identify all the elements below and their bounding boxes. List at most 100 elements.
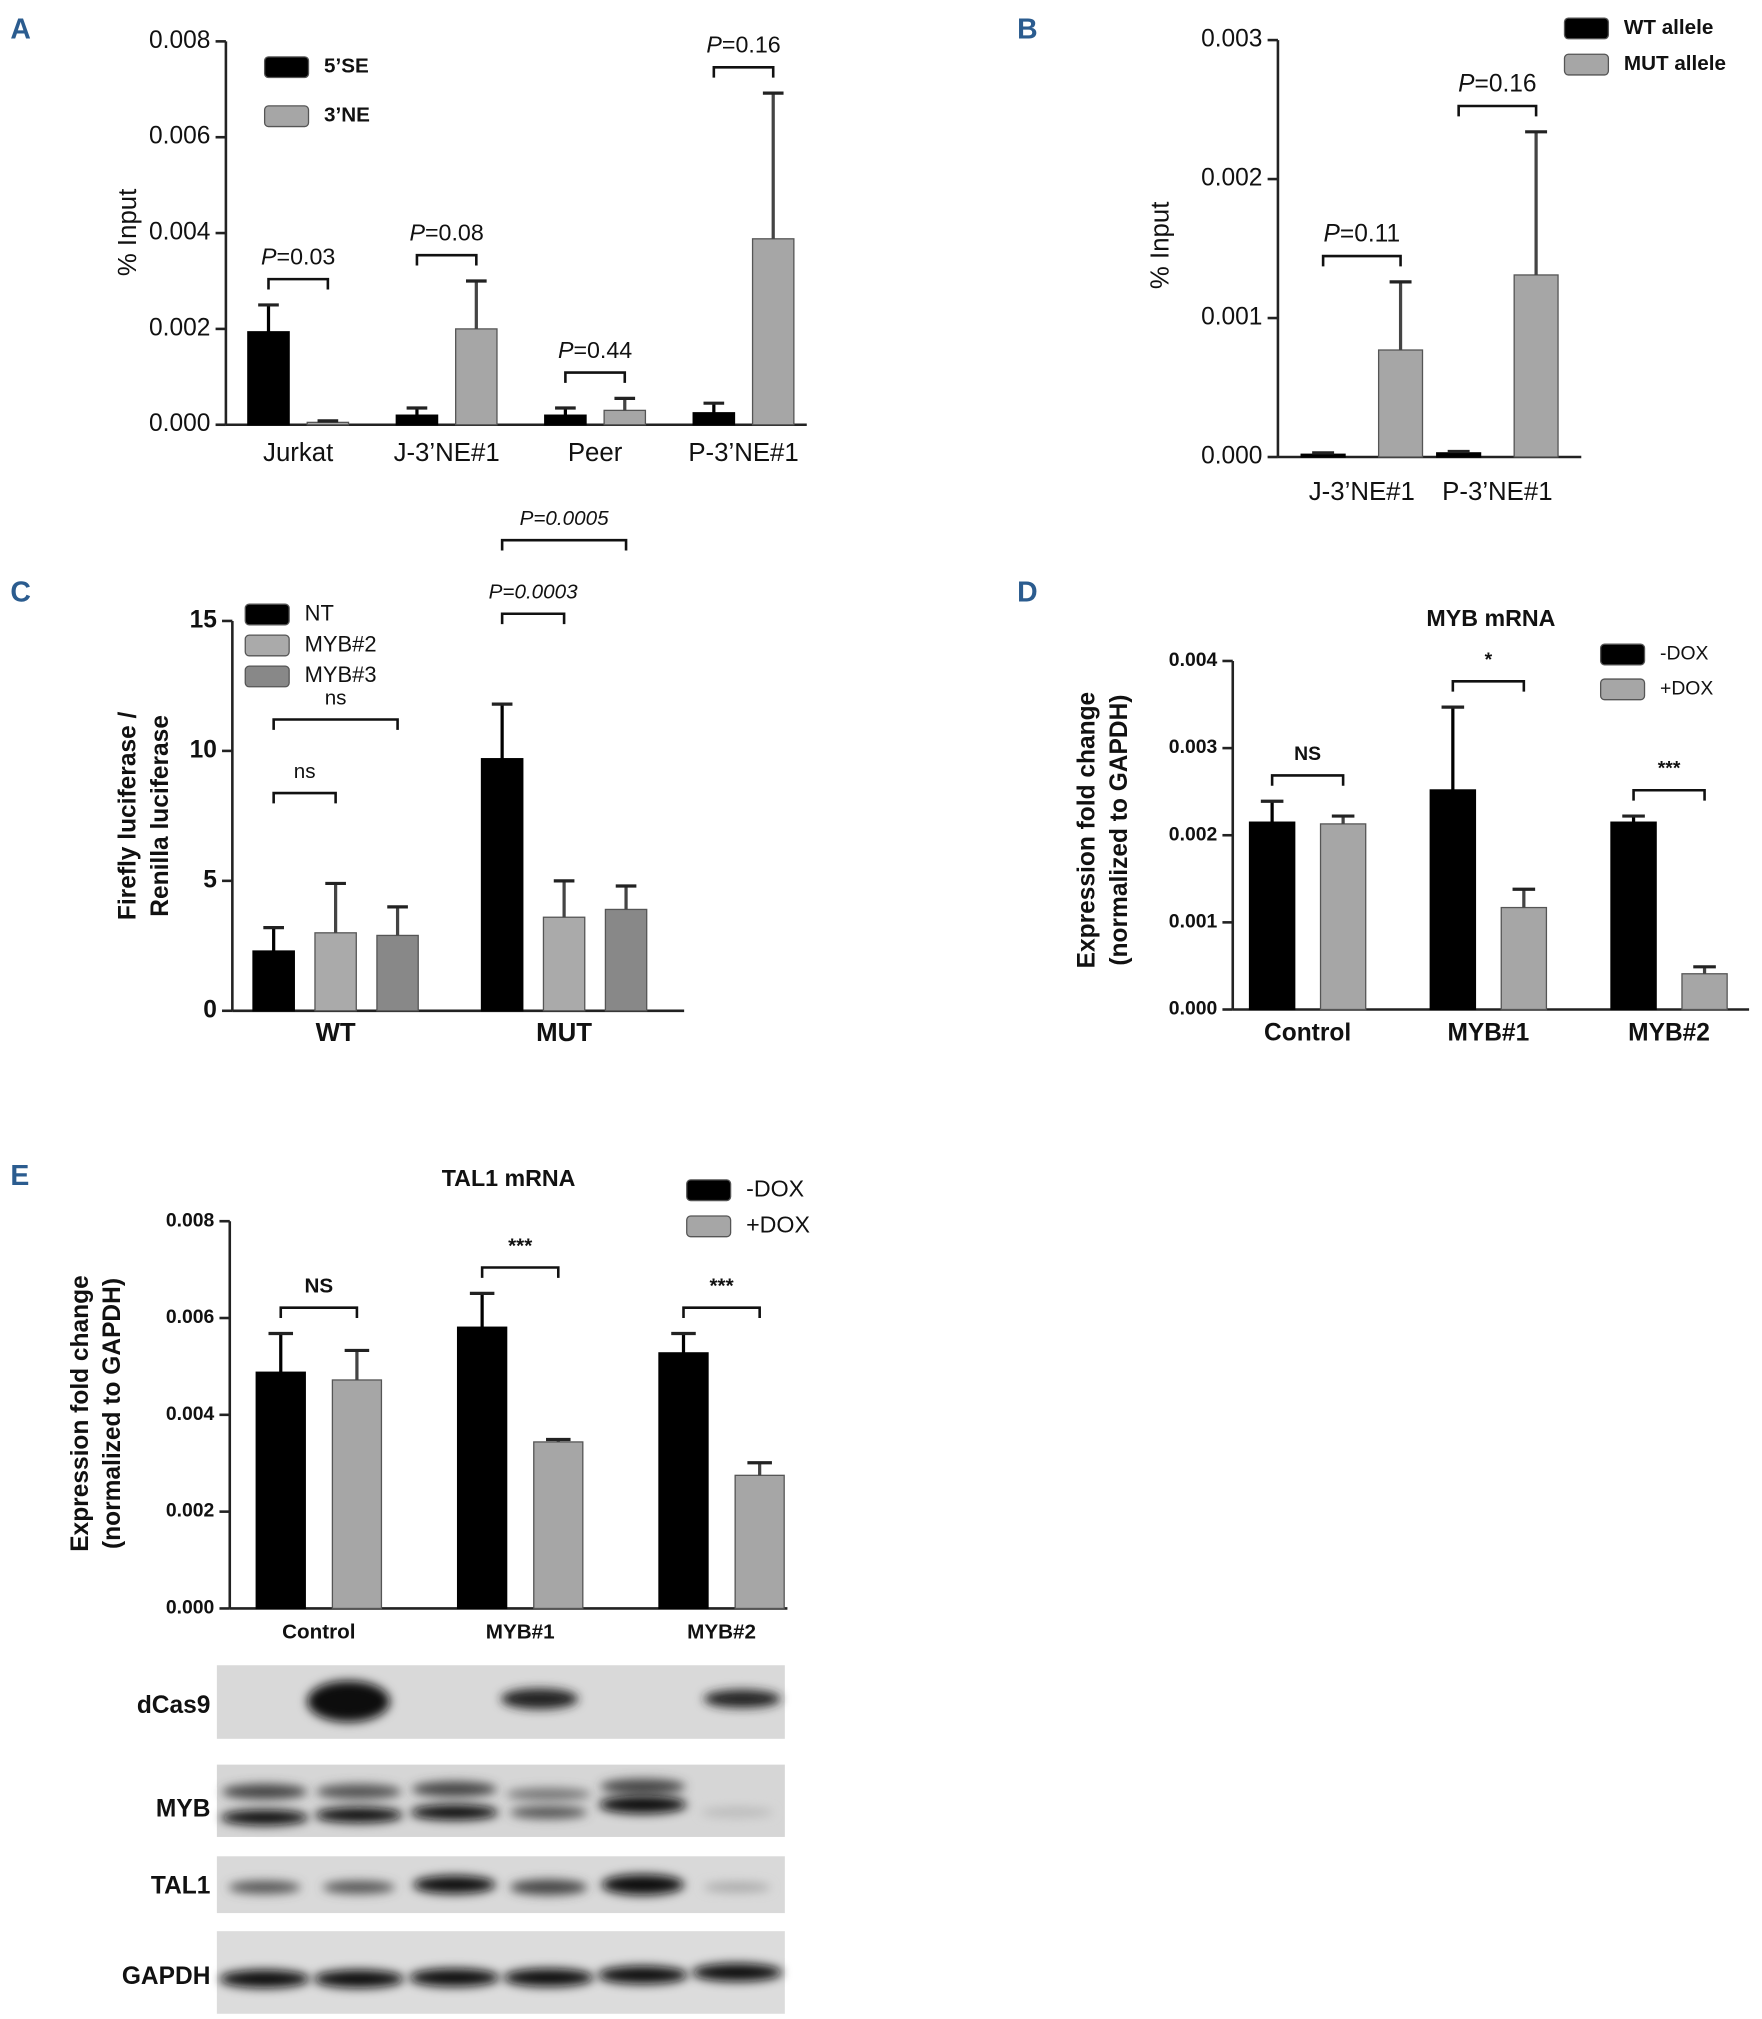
significance-label: *** <box>1658 758 1681 780</box>
bar <box>252 950 295 1012</box>
bar <box>247 331 290 426</box>
y-tick-label: 0.004 <box>1169 649 1218 671</box>
y-tick-label: 0.008 <box>166 1209 215 1231</box>
bar <box>1500 906 1548 1011</box>
legend-label: +DOX <box>1660 677 1713 699</box>
band <box>600 1778 686 1795</box>
legend-label: MYB#2 <box>305 631 377 656</box>
bar <box>1429 789 1477 1011</box>
legend-swatch <box>686 1179 732 1202</box>
band <box>509 1805 588 1819</box>
western-blot: dCas9 MYB TAL1 GAPDH <box>122 1665 785 2014</box>
blot-label: dCas9 <box>137 1692 211 1719</box>
band <box>222 1784 308 1800</box>
y-tick-label: 0 <box>203 996 217 1023</box>
band <box>413 1875 496 1894</box>
band <box>500 1688 579 1710</box>
bar <box>1681 973 1728 1011</box>
y-tick-label: 0.004 <box>166 1403 215 1425</box>
legend-label: 3’NE <box>324 104 370 127</box>
significance-bracket <box>1321 254 1402 267</box>
x-tick-label: P-3’NE#1 <box>688 439 798 467</box>
significance-bracket <box>682 1306 761 1319</box>
blot-strip <box>216 1856 785 1914</box>
significance-bracket <box>272 718 399 730</box>
legend-label: NT <box>305 600 334 625</box>
band <box>307 1680 390 1723</box>
significance-label: P=0.16 <box>1458 71 1536 98</box>
band <box>703 1882 771 1893</box>
bar <box>1319 823 1367 1011</box>
y-tick-label: 0.000 <box>1169 998 1217 1020</box>
y-axis-label: (normalized to GAPDH) <box>99 1278 126 1549</box>
significance-bracket <box>279 1306 359 1319</box>
significance-label: ns <box>294 760 316 783</box>
band <box>503 1968 594 1987</box>
y-tick-label: 0.008 <box>149 27 210 54</box>
significance-label: P=0.08 <box>410 220 484 246</box>
legend-label: 5’SE <box>324 55 369 78</box>
bar <box>456 1326 508 1610</box>
band <box>601 1874 685 1896</box>
significance-bracket <box>564 371 627 383</box>
legend-swatch <box>1563 53 1610 76</box>
y-axis-label: Expression fold change <box>1074 692 1101 969</box>
x-tick-label: WT <box>316 1019 356 1047</box>
y-tick-label: 0.003 <box>1201 26 1262 53</box>
bar <box>455 328 498 426</box>
y-tick-label: 10 <box>190 736 217 763</box>
bar <box>331 1379 383 1610</box>
legend-swatch <box>263 56 310 79</box>
bar <box>692 412 736 426</box>
y-tick-label: 0.001 <box>1169 910 1218 932</box>
x-tick-label: MUT <box>536 1019 592 1047</box>
x-tick-label: Control <box>282 1620 355 1643</box>
significance-bracket <box>1457 104 1538 117</box>
band <box>703 1689 781 1708</box>
significance-bracket <box>415 253 478 266</box>
x-tick-label: Peer <box>568 439 623 467</box>
blot-strip <box>216 1665 785 1739</box>
band <box>410 1804 499 1821</box>
bar <box>1248 821 1296 1011</box>
bar <box>1513 274 1559 458</box>
significance-bracket <box>500 612 566 625</box>
significance-bracket <box>500 538 628 551</box>
panel-label: C <box>10 576 30 608</box>
panel-label: D <box>1017 576 1037 608</box>
band <box>409 1968 500 1987</box>
y-tick-label: 5 <box>203 866 217 893</box>
panel-label: E <box>10 1160 29 1192</box>
y-tick-label: 0.003 <box>1169 736 1218 758</box>
y-axis-label: (normalized to GAPDH) <box>1106 695 1133 966</box>
legend-label: -DOX <box>746 1175 804 1201</box>
y-tick-label: 0.006 <box>149 123 210 150</box>
y-tick-label: 0.000 <box>1201 443 1262 470</box>
band <box>316 1784 402 1800</box>
legend-label: MYB#3 <box>305 662 377 687</box>
significance-bracket <box>480 1266 560 1278</box>
y-tick-label: 0.002 <box>1169 823 1217 845</box>
blot-label: MYB <box>156 1795 210 1822</box>
x-tick-label: J-3’NE#1 <box>1309 478 1415 506</box>
legend-swatch <box>686 1215 732 1238</box>
legend-swatch <box>1599 643 1646 666</box>
significance-bracket <box>1451 680 1526 692</box>
legend-swatch <box>1599 678 1646 701</box>
significance-label: P=0.16 <box>706 32 780 58</box>
x-tick-label: Jurkat <box>263 439 333 467</box>
y-tick-label: 0.006 <box>166 1306 215 1328</box>
y-tick-label: 0.002 <box>1201 165 1262 192</box>
x-tick-label: P-3’NE#1 <box>1442 478 1552 506</box>
significance-bracket <box>267 277 330 290</box>
band <box>322 1880 395 1894</box>
blot-strip <box>216 1931 785 2014</box>
band <box>220 1809 309 1826</box>
significance-label: *** <box>508 1234 533 1257</box>
x-tick-label: MYB#2 <box>687 1620 756 1643</box>
legend-swatch <box>263 105 310 128</box>
band <box>597 1966 689 1985</box>
y-tick-label: 0.004 <box>149 219 210 246</box>
x-tick-label: Control <box>1264 1020 1351 1047</box>
